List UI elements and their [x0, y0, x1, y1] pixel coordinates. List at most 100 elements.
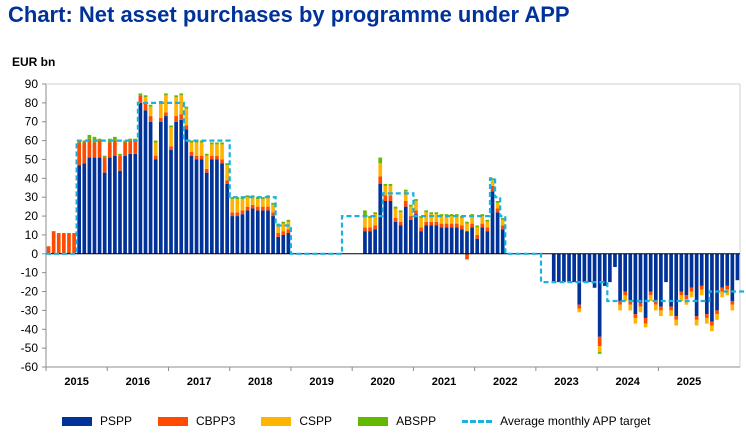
bar-segment-cspp — [623, 295, 628, 301]
bar-segment-cspp — [199, 142, 204, 156]
bar-segment-cspp — [500, 219, 505, 226]
bar-segment-abspp — [245, 195, 250, 198]
bar-segment-pspp — [715, 253, 719, 311]
bar-segment-pspp — [674, 253, 679, 317]
y-tick-label: -40 — [21, 322, 39, 336]
bar-segment-cspp — [429, 214, 434, 222]
bar-segment-pspp — [363, 231, 367, 254]
bar-segment-cbpp3 — [633, 314, 638, 318]
legend-swatch-app-target — [462, 419, 493, 423]
bar-segment-cbpp3 — [189, 151, 194, 156]
bar-segment-abspp — [414, 199, 418, 201]
bar-segment-pspp — [664, 253, 668, 283]
bar-segment-cbpp3 — [215, 155, 219, 160]
bar-segment-pspp — [475, 238, 480, 254]
bar-segment-cspp — [363, 216, 367, 228]
bar-segment-pspp — [669, 253, 673, 307]
bar-segment-abspp — [393, 206, 398, 209]
legend-swatch-cbpp3 — [158, 416, 189, 426]
bar-segment-cbpp3 — [255, 206, 260, 211]
bar-segment-abspp — [495, 200, 500, 203]
bar-segment-abspp — [189, 140, 194, 143]
bar-segment-abspp — [179, 93, 184, 96]
bar-segment-pspp — [439, 227, 444, 254]
bar-segment-cbpp3 — [704, 314, 709, 318]
bar-segment-cspp — [597, 346, 602, 352]
x-tick-label: 2018 — [248, 376, 272, 388]
bar-segment-cspp — [720, 291, 724, 298]
bar-segment-abspp — [261, 197, 265, 200]
bar-segment-abspp — [225, 163, 229, 166]
bar-segment-cspp — [643, 323, 648, 328]
bar-segment-pspp — [659, 253, 663, 307]
bar-segment-cbpp3 — [87, 138, 92, 158]
y-tick-label: 60 — [25, 134, 39, 148]
bar-segment-pspp — [143, 110, 148, 254]
bar-segment-pspp — [449, 227, 454, 254]
bar-segment-cspp — [383, 185, 388, 196]
bar-segment-cbpp3 — [92, 142, 97, 158]
bar-segment-pspp — [633, 253, 638, 315]
bar-segment-abspp — [409, 204, 413, 207]
bar-segment-cspp — [694, 319, 699, 326]
x-tick-label: 2025 — [677, 376, 701, 388]
bar-segment-cbpp3 — [674, 316, 679, 320]
bar-segment-cspp — [143, 97, 148, 103]
bar-segment-cbpp3 — [439, 223, 444, 228]
bar-segment-cspp — [444, 216, 449, 224]
bar-segment-cspp — [628, 304, 633, 311]
y-tick-label: -50 — [21, 341, 39, 355]
bar-segment-cspp — [204, 155, 209, 169]
bar-segment-pspp — [403, 206, 408, 254]
bar-segment-cbpp3 — [725, 285, 730, 290]
bar-segment-cbpp3 — [454, 223, 459, 228]
bar-segment-abspp — [388, 183, 393, 186]
bar-segment-abspp — [485, 219, 490, 222]
bar-segment-abspp — [368, 216, 372, 218]
y-tick-label: 40 — [25, 171, 39, 185]
bar-segment-pspp — [215, 159, 219, 254]
bar-segment-cbpp3 — [51, 231, 56, 254]
bar-segment-pspp — [398, 225, 403, 254]
bar-segment-cbpp3 — [500, 225, 505, 230]
bar-segment-abspp — [174, 95, 178, 98]
bar-segment-pspp — [577, 253, 582, 305]
bar-segment-cspp — [179, 95, 184, 115]
x-tick-label: 2021 — [432, 376, 456, 388]
bar-segment-pspp — [562, 253, 566, 283]
bar-segment-abspp — [449, 214, 454, 217]
bar-segment-pspp — [153, 159, 158, 254]
bar-segment-cbpp3 — [659, 306, 663, 311]
bar-segment-cbpp3 — [118, 155, 122, 171]
bar-segment-cbpp3 — [480, 223, 485, 228]
bar-segment-cspp — [220, 144, 224, 160]
bar-segment-cbpp3 — [648, 291, 653, 296]
bar-segment-cbpp3 — [699, 285, 704, 290]
bar-segment-cbpp3 — [245, 206, 250, 211]
bar-segment-cspp — [577, 308, 582, 313]
bar-segment-pspp — [220, 163, 224, 254]
y-axis-label: EUR bn — [12, 55, 56, 69]
bar-segment-cspp — [648, 295, 653, 301]
legend-swatch-abspp — [358, 416, 389, 426]
bar-segment-cspp — [373, 214, 377, 226]
legend-swatch-pspp — [62, 416, 92, 426]
bar-segment-pspp — [602, 253, 607, 286]
bar-segment-abspp — [424, 210, 428, 213]
bar-segment-abspp — [87, 134, 92, 139]
bar-segment-pspp — [240, 214, 245, 254]
legend-item-cspp: CSPP — [261, 414, 332, 428]
bar-segment-cspp — [158, 102, 163, 118]
bar-segment-cspp — [659, 310, 663, 317]
bar-segment-cspp — [669, 310, 673, 317]
bar-segment-cbpp3 — [710, 321, 714, 326]
bar-segment-cspp — [653, 304, 658, 311]
y-tick-label: -20 — [21, 285, 39, 299]
x-tick-label: 2015 — [64, 376, 88, 388]
bar-segment-pspp — [730, 253, 735, 301]
bar-segment-cbpp3 — [409, 216, 413, 220]
bar-segment-cbpp3 — [444, 223, 449, 228]
bar-segment-cbpp3 — [398, 221, 403, 226]
bar-segment-cbpp3 — [393, 217, 398, 222]
bar-segment-cbpp3 — [475, 234, 480, 239]
